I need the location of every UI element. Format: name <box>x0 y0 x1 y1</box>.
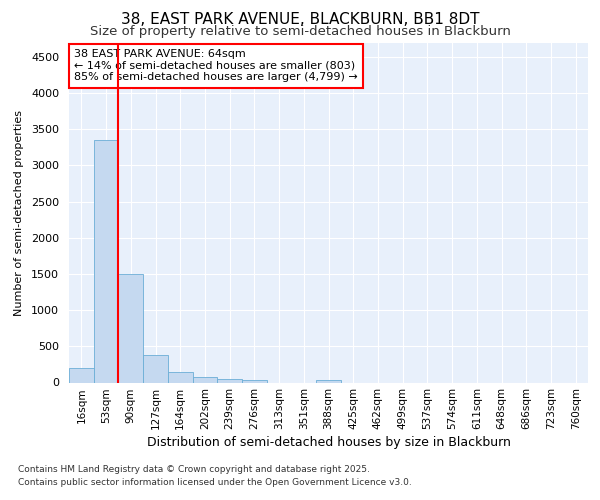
Bar <box>69 368 94 382</box>
Bar <box>143 355 168 382</box>
Bar <box>316 380 341 382</box>
Bar <box>193 376 217 382</box>
Bar <box>168 372 193 382</box>
Text: Size of property relative to semi-detached houses in Blackburn: Size of property relative to semi-detach… <box>89 25 511 38</box>
Bar <box>242 380 267 382</box>
X-axis label: Distribution of semi-detached houses by size in Blackburn: Distribution of semi-detached houses by … <box>146 436 511 450</box>
Text: Contains HM Land Registry data © Crown copyright and database right 2025.: Contains HM Land Registry data © Crown c… <box>18 466 370 474</box>
Y-axis label: Number of semi-detached properties: Number of semi-detached properties <box>14 110 24 316</box>
Text: 38, EAST PARK AVENUE, BLACKBURN, BB1 8DT: 38, EAST PARK AVENUE, BLACKBURN, BB1 8DT <box>121 12 479 28</box>
Bar <box>94 140 118 382</box>
Bar <box>217 379 242 382</box>
Text: 38 EAST PARK AVENUE: 64sqm
← 14% of semi-detached houses are smaller (803)
85% o: 38 EAST PARK AVENUE: 64sqm ← 14% of semi… <box>74 50 358 82</box>
Text: Contains public sector information licensed under the Open Government Licence v3: Contains public sector information licen… <box>18 478 412 487</box>
Bar <box>118 274 143 382</box>
